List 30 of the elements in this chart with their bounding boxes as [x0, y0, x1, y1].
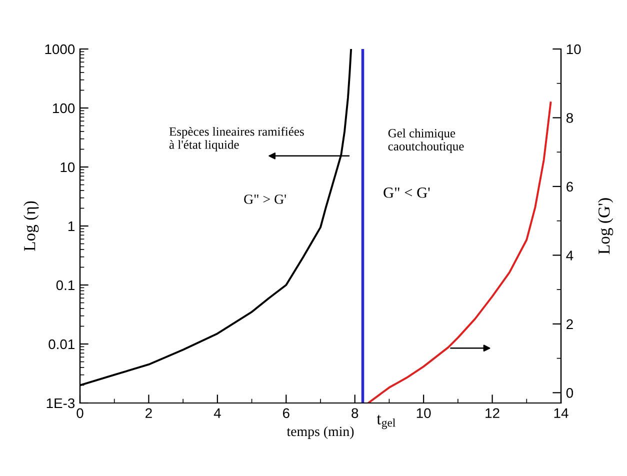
- x-tick-label: 12: [486, 408, 500, 418]
- annotation: G" > G': [244, 194, 286, 204]
- y2-axis-title: Log (G'): [598, 198, 614, 254]
- y-tick-label: 0.01: [48, 339, 74, 350]
- x-tick-label: 10: [416, 408, 431, 418]
- y2-tick-label: 6: [566, 182, 573, 192]
- annotation: G" < G': [384, 188, 430, 198]
- y2-tick-label: 0: [566, 388, 574, 398]
- x-tick-label: 6: [282, 408, 290, 418]
- line-series: [367, 102, 552, 403]
- y2-tick-label: 10: [566, 44, 581, 54]
- y-axis-title: Log (η): [24, 201, 39, 251]
- x-axis-title: temps (min): [286, 426, 354, 439]
- x-tick-label: 8: [352, 408, 358, 418]
- annotation: Espèces lineaires ramifiées à l'état liquide: [169, 126, 304, 152]
- annotation: Gel chimique caoutchoutique: [388, 128, 464, 154]
- y2-tick-label: 4: [566, 250, 574, 260]
- y-tick-label: 10: [60, 162, 75, 172]
- x-tick-label: 0: [76, 408, 84, 418]
- ref-line-label: t$_{gel}$: [376, 414, 396, 430]
- y2-tick-label: 8: [566, 113, 573, 123]
- y-tick-label: 1000: [45, 44, 75, 54]
- y2-tick-label: 2: [566, 319, 573, 329]
- x-tick-label: 4: [214, 408, 221, 418]
- x-tick-label: 14: [554, 408, 568, 418]
- y-tick-label: 1E-3: [46, 398, 75, 408]
- y-tick-label: 100: [53, 103, 75, 114]
- y-tick-label: 0.1: [56, 280, 74, 290]
- x-tick-label: 2: [146, 408, 152, 418]
- y-tick-label: 1: [68, 221, 74, 232]
